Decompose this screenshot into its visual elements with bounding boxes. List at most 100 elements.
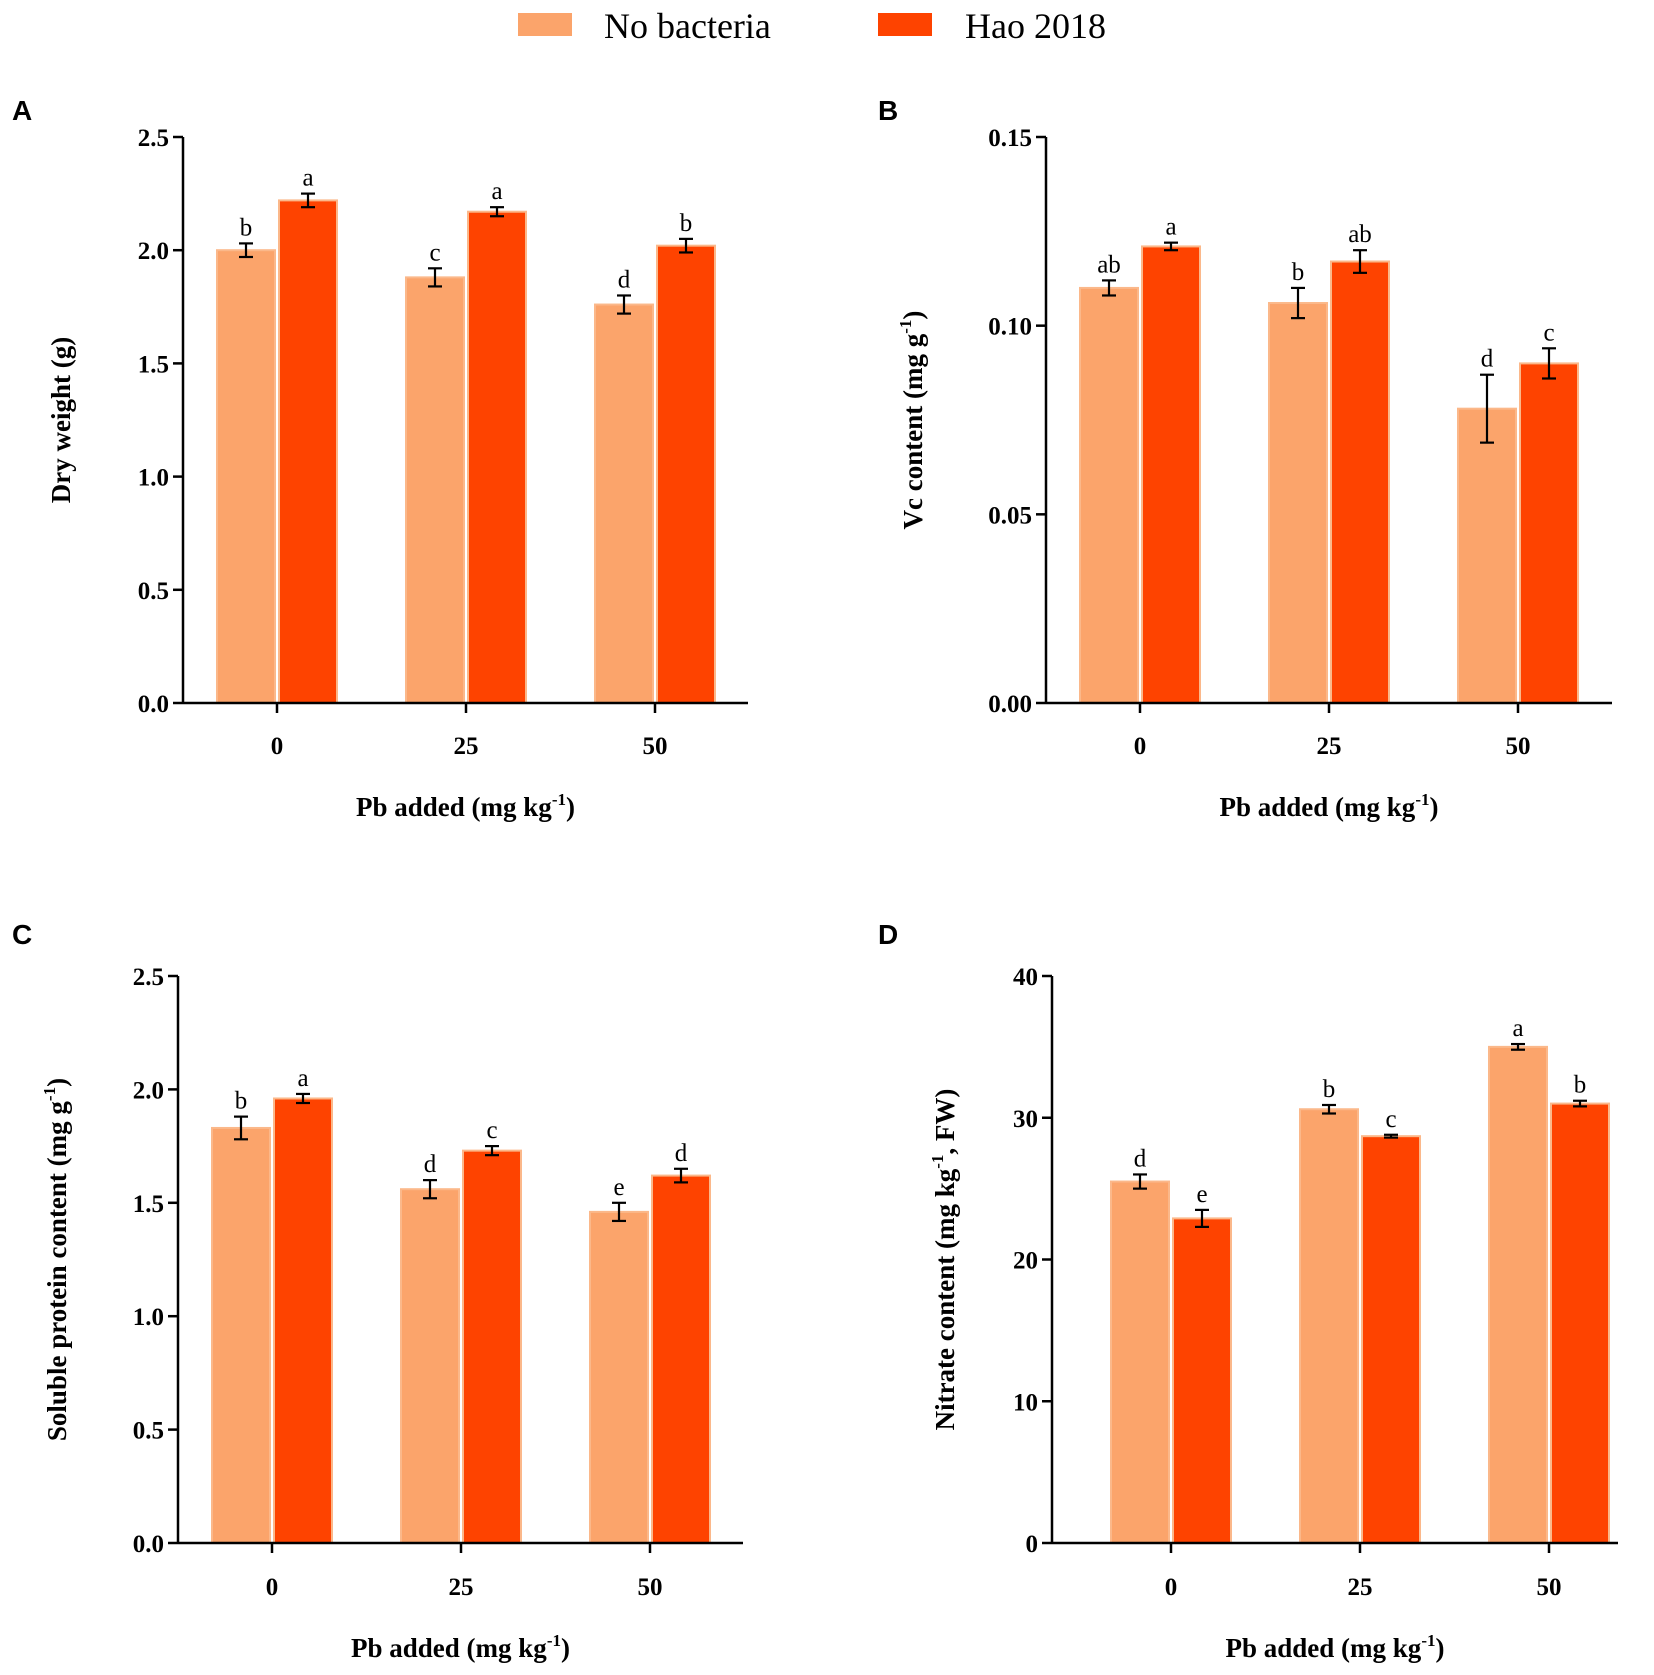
y-axis-title: Vc content (mg g-1) [896,311,928,530]
y-axis-title-end: ) [42,1078,72,1087]
x-axis-title-main: Pb added (mg kg [1220,792,1416,822]
bar-no-bacteria [1488,1045,1548,1544]
legend-swatch-hao-2018 [878,13,932,36]
x-tick-label: 25 [449,1574,474,1601]
y-axis-title-sup: -1 [40,1087,59,1101]
y-axis-title-main: Soluble protein content (mg g [42,1101,72,1442]
y-axis-title-sup: -1 [928,1155,947,1169]
legend-label-hao-2018: Hao 2018 [965,6,1106,46]
y-tick-label: 10 [1013,1389,1038,1416]
significance-letter: b [1292,259,1305,286]
bar-hao-2018 [651,1174,711,1544]
y-tick-label: 0.05 [988,502,1032,529]
x-axis-title-main: Pb added (mg kg [356,792,552,822]
panel-letter: A [12,95,32,126]
panel-c-soluble-protein: Cb d e a c d 0.0 0.5 1.0 1.5 2.0 2.5 0 25 50 Pb added (… [12,919,743,1663]
y-tick-label: 0.15 [988,125,1032,152]
x-axis-title-sup: -1 [552,790,566,809]
bar-hao-2018 [1172,1217,1232,1544]
significance-letter: b [235,1088,248,1115]
bar-no-bacteria [405,276,465,704]
y-axis-title-end: , FW) [930,1089,960,1155]
x-tick-label: 25 [454,733,479,760]
bar-no-bacteria [1457,407,1517,704]
x-axis-title-main: Pb added (mg kg [351,1633,547,1663]
significance-letter: b [240,214,253,241]
x-tick-label: 0 [1165,1574,1178,1601]
y-tick-label: 0 [1026,1531,1039,1558]
significance-letter: b [680,210,693,237]
significance-letter: c [1385,1106,1396,1133]
bar-hao-2018 [1361,1135,1421,1544]
x-axis-title: Pb added (mg kg-1) [356,790,575,822]
y-tick-label: 2.0 [138,238,169,265]
y-tick-label: 0.5 [133,1418,164,1445]
y-tick-label: 1.0 [133,1304,164,1331]
y-axis-title-main: Dry weight (g) [46,337,76,503]
y-tick-label: 1.5 [138,351,169,378]
bar-no-bacteria [1110,1180,1170,1544]
panel-letter: D [878,919,898,950]
x-axis-title: Pb added (mg kg-1) [1226,1631,1445,1663]
bar-hao-2018 [1550,1102,1610,1544]
y-axis-title-sup: -1 [896,320,915,334]
significance-letter: c [486,1117,497,1144]
bar-hao-2018 [462,1149,522,1544]
y-tick-label: 40 [1013,964,1038,991]
y-tick-label: 2.5 [138,125,169,152]
bar-no-bacteria [1299,1108,1359,1544]
y-axis-title-main: Vc content (mg g [898,333,928,529]
significance-letter: a [1512,1015,1523,1042]
bar-hao-2018 [1330,260,1390,704]
legend-label-no-bacteria: No bacteria [604,6,771,46]
significance-letter: d [424,1151,437,1178]
bar-no-bacteria [1079,286,1139,704]
bar-hao-2018 [273,1097,333,1545]
panel-b-vc-content: Bab b d a ab c 0.00 0.05 0.10 0.15 0 25 50 Pb added (… [878,95,1612,822]
bar-hao-2018 [656,244,716,704]
x-axis-title-end: ) [1435,1633,1444,1663]
y-axis-title: Nitrate content (mg kg-1, FW) [928,1089,960,1431]
bar-no-bacteria [589,1210,649,1544]
significance-letter: ab [1348,221,1372,248]
y-tick-label: 0.0 [133,1531,164,1558]
bar-hao-2018 [1141,245,1201,704]
bar-hao-2018 [1519,362,1579,704]
bar-no-bacteria [594,303,654,704]
legend-swatch-no-bacteria [518,13,572,36]
significance-letter: b [1323,1076,1336,1103]
x-tick-label: 50 [643,733,668,760]
significance-letter: c [1543,319,1554,346]
significance-letter: a [491,178,502,205]
x-tick-label: 50 [1506,733,1531,760]
bar-hao-2018 [467,210,527,704]
significance-letter: d [618,266,631,293]
x-tick-label: 0 [271,733,284,760]
significance-letter: d [675,1140,688,1167]
significance-letter: e [613,1174,624,1201]
y-tick-label: 30 [1013,1106,1038,1133]
x-tick-label: 50 [638,1574,663,1601]
legend: No bacteria Hao 2018 [518,6,1106,46]
y-axis-title: Soluble protein content (mg g-1) [40,1078,72,1441]
x-axis-title-sup: -1 [1415,790,1429,809]
bar-hao-2018 [278,199,338,704]
bar-no-bacteria [400,1188,460,1545]
panel-letter: B [878,95,898,126]
y-tick-label: 1.0 [138,465,169,492]
y-tick-label: 0.10 [988,314,1032,341]
significance-letter: b [1574,1072,1587,1099]
y-tick-label: 0.5 [138,578,169,605]
x-axis-title: Pb added (mg kg-1) [351,1631,570,1663]
bar-no-bacteria [211,1126,271,1545]
y-tick-label: 2.0 [133,1077,164,1104]
y-tick-label: 0.00 [988,691,1032,718]
significance-letter: a [297,1065,308,1092]
x-tick-label: 25 [1348,1574,1373,1601]
x-tick-label: 50 [1537,1574,1562,1601]
x-tick-label: 0 [1134,733,1147,760]
significance-letter: a [1165,214,1176,241]
significance-letter: d [1134,1145,1147,1172]
